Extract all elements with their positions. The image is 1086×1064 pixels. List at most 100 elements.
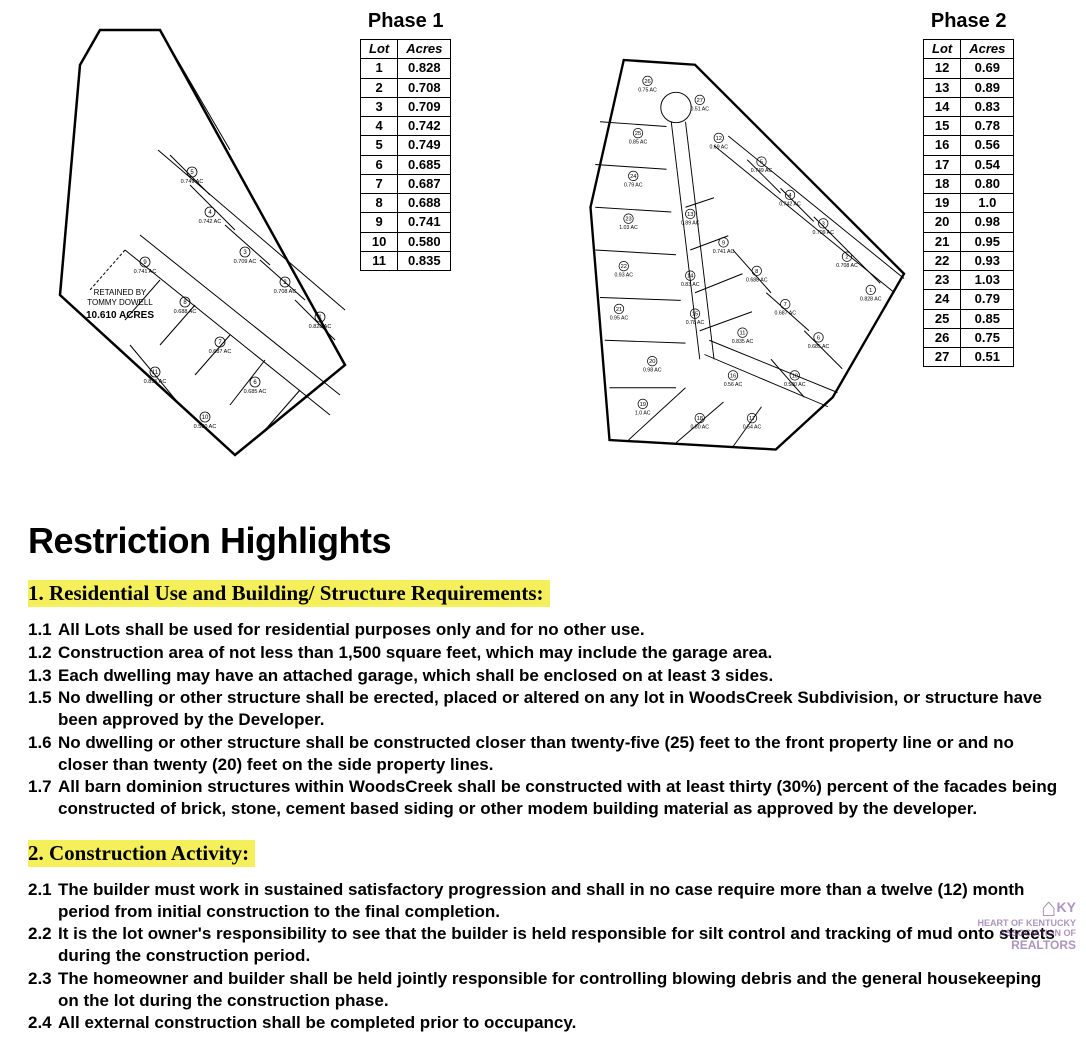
table-cell: 19 xyxy=(924,194,961,213)
table-cell: 3 xyxy=(361,97,398,116)
phase2-col-acres: Acres xyxy=(961,40,1014,59)
table-row: 191.0 xyxy=(924,194,1014,213)
lot-acreage: 0.828 AC xyxy=(860,296,882,302)
item-number: 2.3 xyxy=(28,968,58,1012)
table-cell: 0.51 xyxy=(961,348,1014,367)
lot-number: 1 xyxy=(869,288,872,294)
lot-number: 20 xyxy=(649,359,655,365)
table-cell: 0.69 xyxy=(961,59,1014,78)
section2-title: 2. Construction Activity: xyxy=(28,840,255,867)
lot-acreage: 0.54 AC xyxy=(743,425,762,431)
lot-number: 9 xyxy=(722,240,725,246)
lot-number: 12 xyxy=(716,136,722,142)
table-cell: 0.742 xyxy=(398,117,451,136)
table-cell: 0.687 xyxy=(398,174,451,193)
lot-acreage: 0.80 AC xyxy=(690,425,709,431)
phase2-title: Phase 2 xyxy=(931,10,1007,33)
table-cell: 23 xyxy=(924,271,961,290)
lot-acreage: 0.69 AC xyxy=(709,144,728,150)
table-cell: 12 xyxy=(924,59,961,78)
restriction-item: 2.1The builder must work in sustained sa… xyxy=(28,879,1058,923)
restriction-item: 1.5No dwelling or other structure shall … xyxy=(28,687,1058,731)
lot-acreage: 0.85 AC xyxy=(629,140,648,146)
lot-acreage: 0.708 AC xyxy=(836,263,858,269)
lot-number: 4 xyxy=(788,193,791,199)
lot-number: 6 xyxy=(817,335,820,341)
item-number: 1.6 xyxy=(28,732,58,776)
lot-number: 25 xyxy=(635,131,641,137)
lot-acreage: 0.749 AC xyxy=(181,179,204,185)
lot-number: 2 xyxy=(283,280,287,286)
item-text: Each dwelling may have an attached garag… xyxy=(58,665,1058,687)
lot-acreage: 0.79 AC xyxy=(624,182,643,188)
table-row: 180.80 xyxy=(924,174,1014,193)
phase2-block: 260.75 AC270.51 AC250.85 AC120.69 AC240.… xyxy=(543,10,1056,520)
item-number: 1.1 xyxy=(28,619,58,641)
table-cell: 0.75 xyxy=(961,328,1014,347)
phase2-plat-diagram: 260.75 AC270.51 AC250.85 AC120.69 AC240.… xyxy=(543,10,923,490)
table-row: 120.69 xyxy=(924,59,1014,78)
item-text: No dwelling or other structure shall be … xyxy=(58,732,1058,776)
table-cell: 20 xyxy=(924,213,961,232)
table-row: 110.835 xyxy=(361,251,451,270)
table-cell: 0.78 xyxy=(961,117,1014,136)
table-row: 30.709 xyxy=(361,97,451,116)
watermark-line1: HEART OF KENTUCKY xyxy=(978,918,1077,928)
phase1-col-acres: Acres xyxy=(398,40,451,59)
table-row: 200.98 xyxy=(924,213,1014,232)
table-cell: 9 xyxy=(361,213,398,232)
watermark-line2: ASSOCIATION OF xyxy=(978,928,1077,938)
item-number: 1.7 xyxy=(28,776,58,820)
lot-number: 10 xyxy=(202,415,209,421)
phase1-plat-diagram: RETAINED BY TOMMY DOWELL 10.610 ACRES 50… xyxy=(30,10,360,480)
lot-acreage: 0.688 AC xyxy=(746,277,768,283)
restriction-item: 1.2Construction area of not less than 1,… xyxy=(28,642,1058,664)
table-cell: 7 xyxy=(361,174,398,193)
table-cell: 1 xyxy=(361,59,398,78)
lot-number: 21 xyxy=(616,307,622,313)
table-row: 220.93 xyxy=(924,251,1014,270)
lot-number: 10 xyxy=(792,373,798,379)
lot-acreage: 0.98 AC xyxy=(643,368,662,374)
lot-number: 26 xyxy=(644,79,650,85)
lot-acreage: 0.688 AC xyxy=(174,309,197,315)
phase1-block: RETAINED BY TOMMY DOWELL 10.610 ACRES 50… xyxy=(30,10,543,520)
lot-number: 18 xyxy=(697,416,703,422)
table-cell: 24 xyxy=(924,290,961,309)
table-cell: 0.93 xyxy=(961,251,1014,270)
table-cell: 1.0 xyxy=(961,194,1014,213)
phase1-title: Phase 1 xyxy=(368,10,444,33)
lot-acreage: 1.0 AC xyxy=(635,410,651,416)
lot-acreage: 0.687 AC xyxy=(209,349,232,355)
table-cell: 0.741 xyxy=(398,213,451,232)
table-cell: 6 xyxy=(361,155,398,174)
lot-number: 3 xyxy=(243,250,247,256)
table-cell: 0.685 xyxy=(398,155,451,174)
retained-label-1: RETAINED BY xyxy=(94,288,147,297)
lot-acreage: 0.89 AC xyxy=(681,220,700,226)
restrictions-heading: Restriction Highlights xyxy=(28,520,1058,562)
restriction-item: 1.3Each dwelling may have an attached ga… xyxy=(28,665,1058,687)
lot-acreage: 0.741 AC xyxy=(134,269,157,275)
lot-number: 23 xyxy=(625,217,631,223)
lot-acreage: 0.51 AC xyxy=(690,106,709,112)
table-row: 90.741 xyxy=(361,213,451,232)
table-cell: 10 xyxy=(361,232,398,251)
table-row: 60.685 xyxy=(361,155,451,174)
lot-acreage: 0.828 AC xyxy=(309,324,332,330)
item-number: 1.2 xyxy=(28,642,58,664)
table-cell: 0.56 xyxy=(961,136,1014,155)
lot-number: 13 xyxy=(687,212,693,218)
watermark-line3: REALTORS xyxy=(978,938,1077,952)
lot-number: 7 xyxy=(784,302,787,308)
restriction-item: 1.1All Lots shall be used for residentia… xyxy=(28,619,1058,641)
table-cell: 25 xyxy=(924,309,961,328)
table-row: 140.83 xyxy=(924,97,1014,116)
lot-acreage: 0.580 AC xyxy=(784,382,806,388)
retained-acres: 10.610 ACRES xyxy=(86,310,154,321)
table-cell: 5 xyxy=(361,136,398,155)
table-cell: 15 xyxy=(924,117,961,136)
item-text: The builder must work in sustained satis… xyxy=(58,879,1058,923)
table-cell: 8 xyxy=(361,194,398,213)
table-row: 240.79 xyxy=(924,290,1014,309)
